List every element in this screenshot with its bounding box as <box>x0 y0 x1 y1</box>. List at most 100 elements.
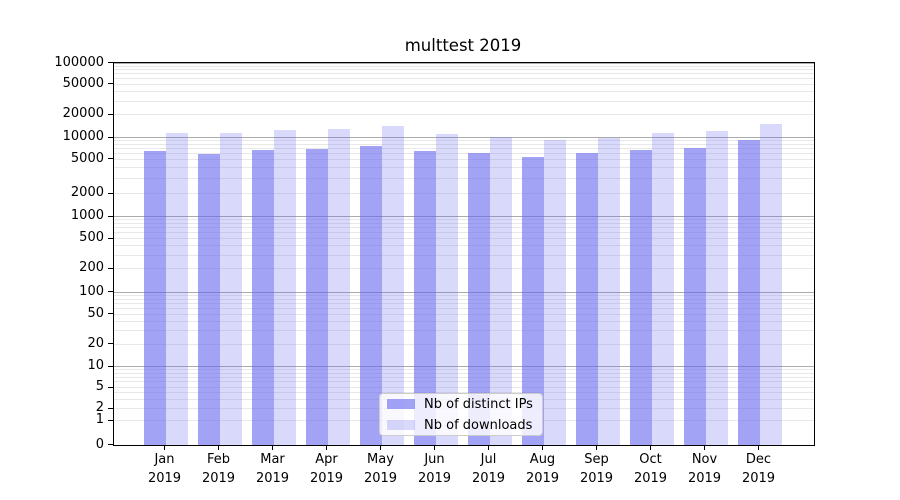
y-axis-tick <box>108 313 113 314</box>
x-axis-tick <box>272 446 273 450</box>
y-tick-label: 500 <box>79 230 104 245</box>
bar-downloads-dec <box>759 123 782 445</box>
bar-distinct-ips-mar <box>251 149 274 445</box>
x-tick-label: Aug 2019 <box>525 452 560 486</box>
gridline-minor <box>114 148 814 150</box>
gridline-major <box>114 62 814 64</box>
y-axis-tick <box>108 444 113 445</box>
y-tick-label: 100000 <box>54 54 104 70</box>
gridline-minor <box>114 381 814 383</box>
y-tick-label: 1 <box>95 412 104 427</box>
x-axis-tick <box>542 446 543 450</box>
gridline-minor <box>114 294 814 296</box>
x-axis-tick <box>380 446 381 450</box>
y-tick-label: 5 <box>95 379 104 394</box>
y-axis-tick <box>108 386 113 388</box>
y-tick-label: 0 <box>95 436 104 452</box>
legend-swatch-distinct-ips <box>387 399 415 409</box>
x-tick-label: Jul 2019 <box>471 452 506 486</box>
gridline-minor <box>114 77 814 79</box>
gridline-minor <box>114 387 814 388</box>
bar-distinct-ips-jul <box>467 153 490 445</box>
y-tick-label: 5000 <box>70 150 104 166</box>
x-axis-tick <box>164 446 165 450</box>
bar-downloads-oct <box>651 133 674 445</box>
legend-item-distinct-ips: Nb of distinct IPs <box>387 397 542 412</box>
y-tick-label: 50 <box>87 305 104 321</box>
bar-downloads-apr <box>327 129 350 445</box>
y-axis-tick <box>108 267 113 269</box>
x-axis-tick <box>326 446 327 450</box>
gridline-minor <box>114 330 814 332</box>
bar-downloads-mar <box>273 130 296 445</box>
bar-distinct-ips-sep <box>575 152 598 445</box>
y-axis-tick <box>108 365 113 367</box>
x-tick-label: Sep 2019 <box>579 452 614 486</box>
gridline-minor <box>114 298 814 300</box>
gridline-minor <box>114 73 814 75</box>
y-tick-label: 10000 <box>62 129 104 144</box>
gridline-minor <box>114 313 814 315</box>
x-tick-label: Jun 2019 <box>417 452 452 486</box>
x-axis-tick <box>650 446 651 450</box>
gridline-major <box>114 216 814 217</box>
y-tick-label: 10 <box>87 358 104 373</box>
gridline-minor <box>114 69 814 71</box>
bar-downloads-aug <box>543 140 566 445</box>
gridline-minor <box>114 307 814 309</box>
legend-label-distinct-ips: Nb of distinct IPs <box>424 396 533 412</box>
x-axis-tick <box>596 446 597 450</box>
gridline-minor <box>114 83 814 85</box>
legend-label-downloads: Nb of downloads <box>424 417 533 433</box>
x-tick-label: Dec 2019 <box>741 452 776 486</box>
y-axis-tick <box>108 407 113 409</box>
gridline-minor <box>114 369 814 371</box>
legend: Nb of distinct IPs Nb of downloads <box>379 393 543 436</box>
gridline-minor <box>114 219 814 221</box>
y-axis-tick <box>108 291 113 292</box>
gridline-minor <box>114 232 814 234</box>
x-axis-tick <box>218 446 219 450</box>
gridline-minor <box>114 245 814 247</box>
bar-distinct-ips-dec <box>737 139 760 445</box>
y-tick-label: 1000 <box>70 208 104 223</box>
bar-downloads-may <box>381 125 404 445</box>
gridline-minor <box>114 166 814 168</box>
gridline-minor <box>114 223 814 225</box>
gridline-minor <box>114 193 814 194</box>
gridline-minor <box>114 100 814 102</box>
legend-item-downloads: Nb of downloads <box>387 418 542 433</box>
gridline-minor <box>114 177 814 179</box>
gridline-minor <box>114 158 814 160</box>
x-tick-label: May 2019 <box>363 452 398 486</box>
y-tick-label: 50000 <box>62 75 104 91</box>
gridline-major <box>114 291 814 293</box>
gridline-minor <box>114 320 814 322</box>
bar-distinct-ips-may <box>359 145 382 445</box>
gridline-minor <box>114 372 814 374</box>
gridline-minor <box>114 268 814 269</box>
y-tick-label: 2 <box>95 400 104 415</box>
bar-downloads-jun <box>435 134 458 445</box>
gridline-minor <box>114 302 814 304</box>
x-tick-label: Apr 2019 <box>309 452 344 486</box>
y-axis-tick <box>108 237 113 239</box>
x-axis-tick <box>704 446 705 450</box>
bar-downloads-jan <box>165 133 188 445</box>
bar-downloads-sep <box>597 137 620 445</box>
gridline-minor <box>114 376 814 378</box>
bar-distinct-ips-jan <box>143 150 166 445</box>
gridline-major <box>114 366 814 367</box>
bar-downloads-jul <box>489 136 512 445</box>
gridline-minor <box>114 140 814 142</box>
y-axis-tick <box>108 215 113 217</box>
gridline-minor <box>114 143 814 145</box>
y-axis-tick <box>108 113 113 115</box>
y-tick-label: 200 <box>79 260 104 275</box>
x-tick-label: Mar 2019 <box>255 452 290 486</box>
chart-title: multtest 2019 <box>404 36 522 55</box>
bar-distinct-ips-jun <box>413 151 436 445</box>
y-tick-label: 20000 <box>62 106 104 121</box>
gridline-minor <box>114 392 814 394</box>
x-tick-label: Oct 2019 <box>633 452 668 486</box>
